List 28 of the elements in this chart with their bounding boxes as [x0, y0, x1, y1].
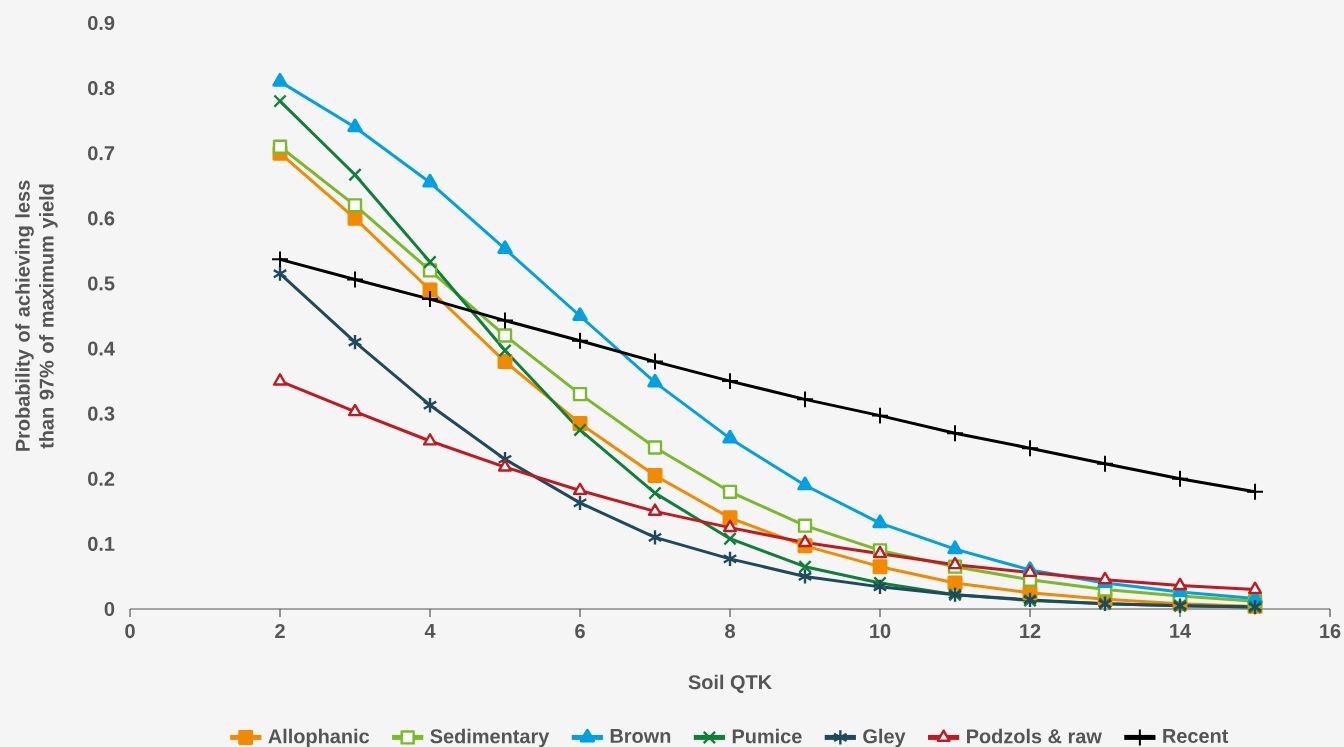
x-tick-label: 16 — [1320, 624, 1341, 639]
y-tick-label: 0.1 — [88, 536, 115, 551]
y-axis-title: Probability of achieving less than 97% of maximum yield — [15, 180, 58, 451]
x-tick-label: 6 — [575, 624, 585, 639]
legend-label: Podzols & raw — [967, 728, 1102, 744]
y-tick-label: 0.3 — [88, 406, 115, 421]
legend-label: Allophanic — [268, 728, 370, 747]
x-axis-title: Soil QTK — [688, 674, 772, 694]
legend-label: Gley — [863, 728, 906, 747]
legend-label: Pumice — [732, 728, 802, 744]
y-tick-label: 0.4 — [88, 341, 115, 356]
x-tick-label: 12 — [1020, 624, 1041, 638]
legend-label: Recent — [1163, 729, 1229, 743]
x-tick-label: 8 — [725, 624, 735, 639]
x-tick-label: 2 — [275, 624, 285, 638]
y-tick-label: 0.2 — [88, 471, 115, 486]
y-tick-label: 0.5 — [88, 276, 115, 291]
x-tick-label: 4 — [424, 624, 436, 638]
y-tick-label: 0.8 — [88, 81, 115, 96]
x-tick-label: 10 — [870, 624, 891, 639]
legend-label: Sedimentary — [430, 728, 550, 747]
x-tick-label: 14 — [1170, 624, 1191, 638]
y-tick-label: 0 — [104, 601, 115, 617]
legend-label: Brown — [610, 729, 671, 743]
y-tick-label: 0.6 — [88, 211, 115, 226]
y-tick-label: 0.9 — [88, 15, 115, 31]
y-tick-label: 0.7 — [88, 146, 115, 161]
x-tick-label: 0 — [125, 624, 135, 639]
